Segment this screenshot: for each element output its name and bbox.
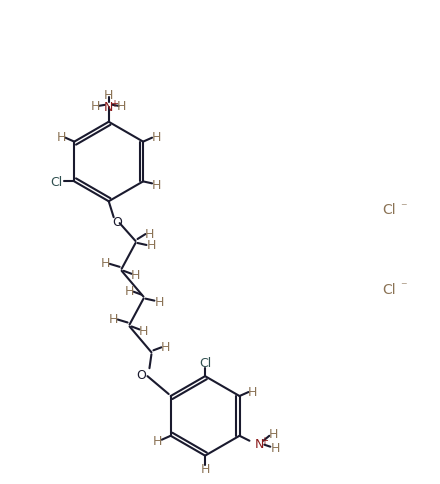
Text: H: H [161, 340, 170, 353]
Text: ⁻: ⁻ [400, 280, 407, 293]
Text: H: H [147, 239, 156, 252]
Text: H: H [268, 427, 278, 440]
Text: H: H [101, 257, 110, 270]
Text: N: N [104, 101, 114, 114]
Text: H: H [155, 296, 164, 308]
Text: O: O [136, 368, 147, 381]
Text: H: H [131, 269, 140, 282]
Text: H: H [57, 131, 66, 144]
Text: H: H [125, 285, 134, 298]
Text: +: + [110, 99, 117, 108]
Text: Cl: Cl [382, 203, 396, 217]
Text: H: H [139, 324, 148, 337]
Text: Cl: Cl [199, 356, 211, 369]
Text: Cl: Cl [382, 282, 396, 296]
Text: H: H [151, 131, 161, 144]
Text: H: H [117, 100, 126, 113]
Text: H: H [145, 227, 154, 240]
Text: H: H [153, 434, 162, 447]
Text: ⁻: ⁻ [400, 200, 407, 213]
Text: +: + [260, 435, 268, 445]
Text: H: H [104, 89, 114, 102]
Text: Cl: Cl [50, 176, 62, 188]
Text: H: H [248, 385, 257, 398]
Text: H: H [200, 462, 210, 475]
Text: H: H [151, 179, 161, 192]
Text: H: H [271, 441, 280, 454]
Text: N: N [255, 438, 264, 450]
Text: O: O [113, 215, 123, 228]
Text: H: H [91, 100, 100, 113]
Text: H: H [109, 312, 118, 325]
